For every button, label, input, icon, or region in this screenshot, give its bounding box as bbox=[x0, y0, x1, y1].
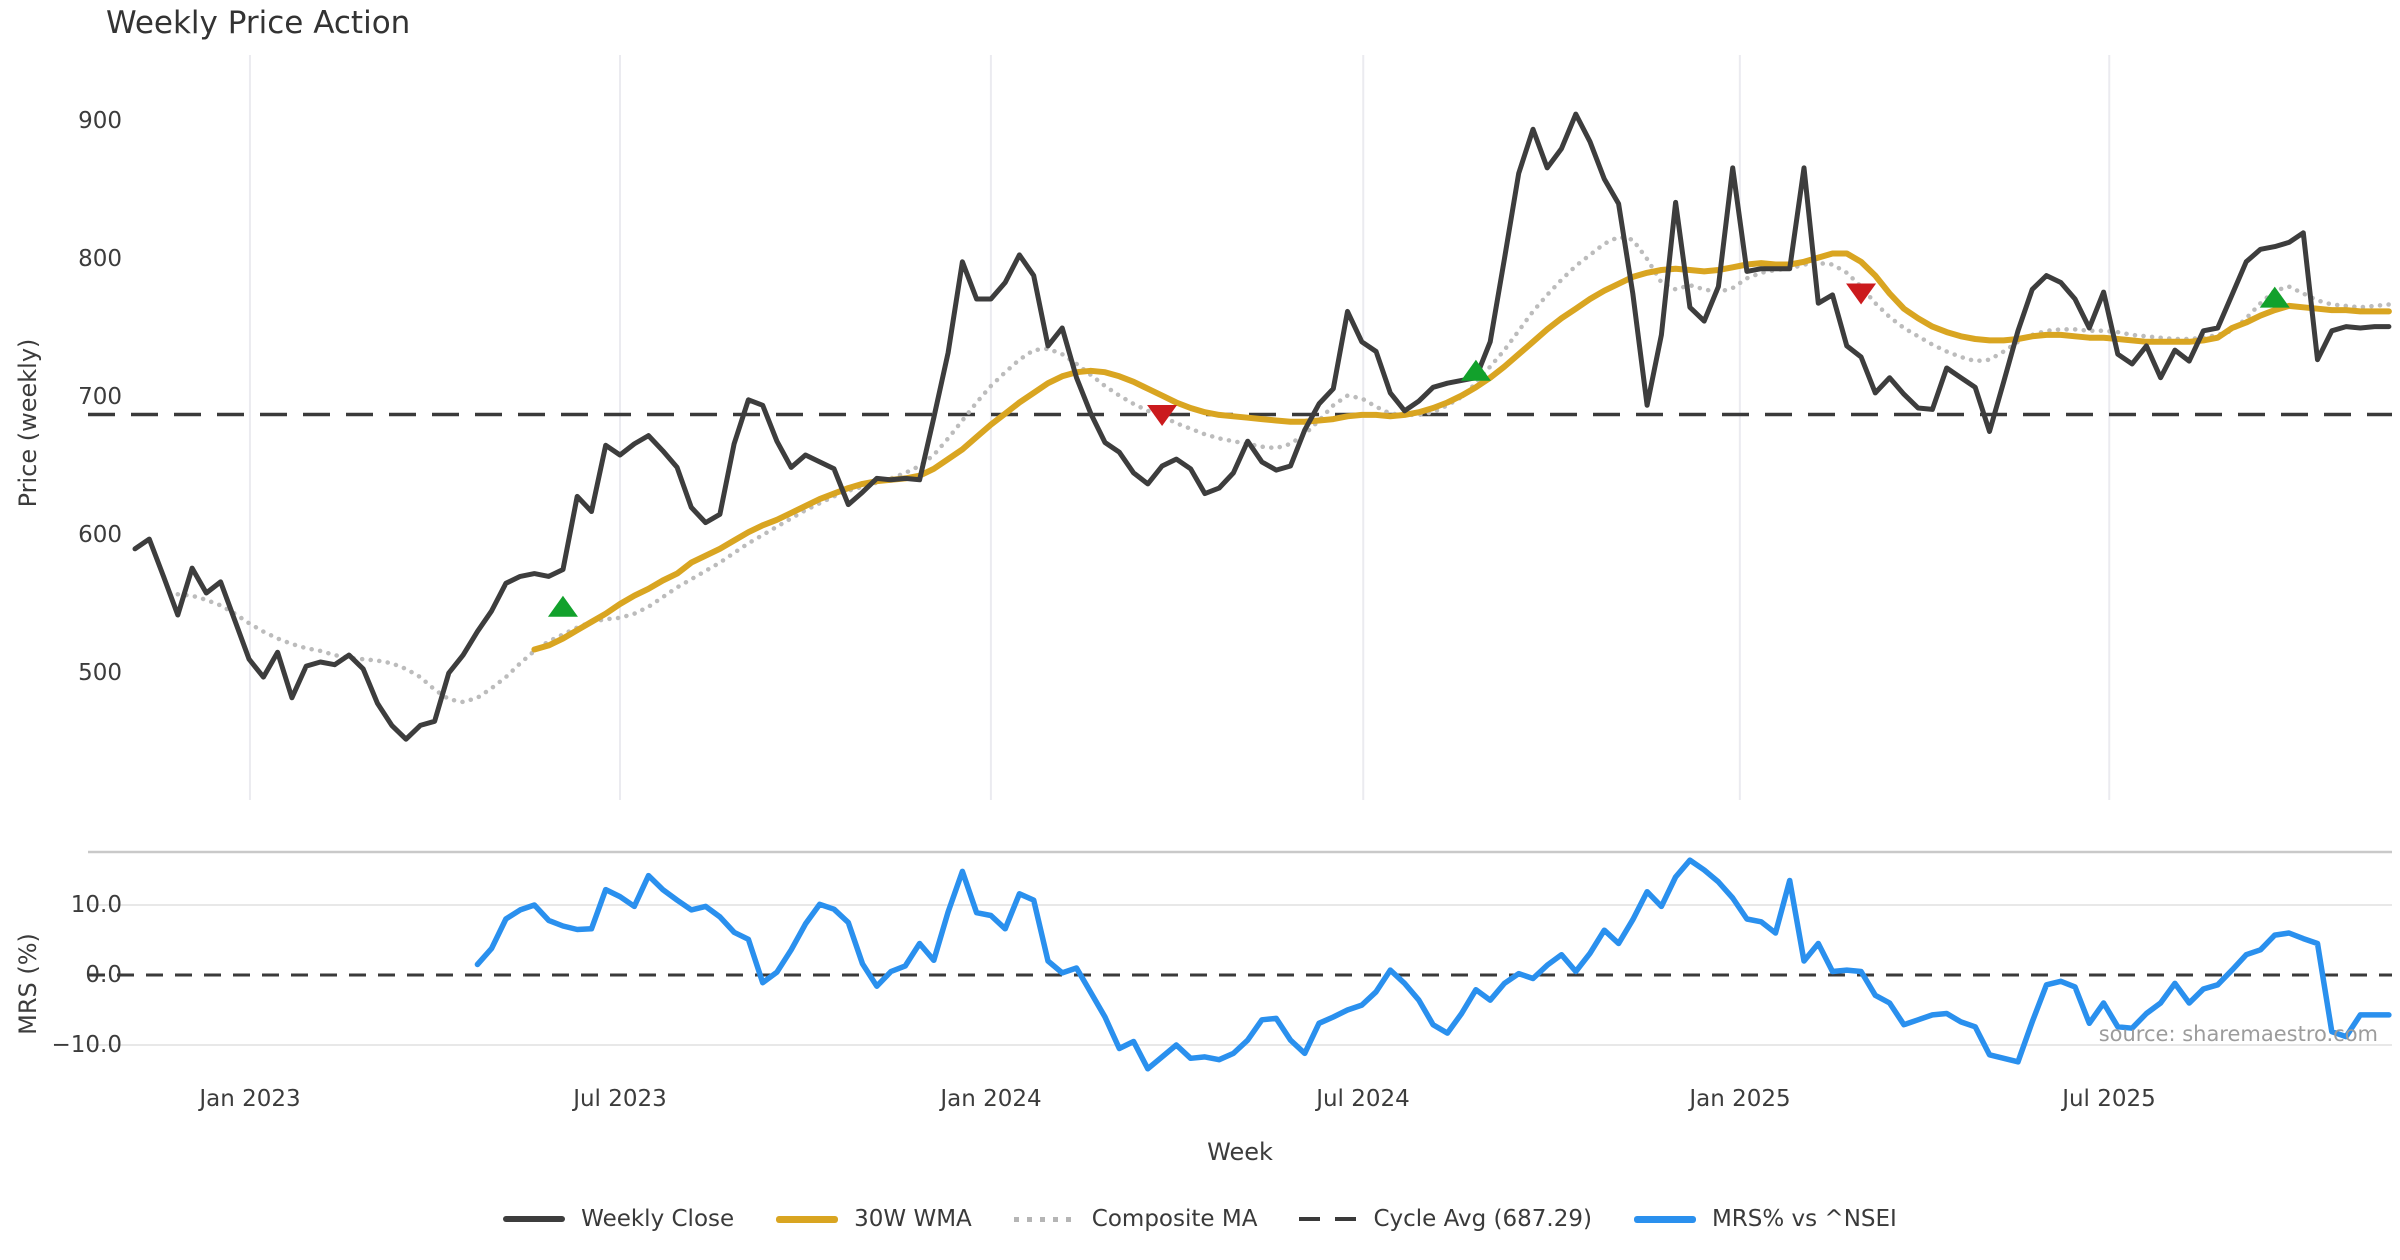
price-axis-label: Price (weekly) bbox=[14, 338, 42, 508]
x-tick-label: Jul 2025 bbox=[2062, 1086, 2156, 1112]
mrs-ytick-label: −10.0 bbox=[51, 1032, 122, 1058]
vertical-gridlines bbox=[248, 55, 2111, 800]
legend-label: Composite MA bbox=[1091, 1206, 1258, 1232]
mrs-gridlines bbox=[88, 850, 2392, 1046]
composite-ma-line bbox=[175, 234, 2392, 705]
x-tick-label: Jul 2024 bbox=[1316, 1086, 1410, 1112]
price-ytick-label: 700 bbox=[78, 384, 122, 410]
legend-label: MRS% vs ^NSEI bbox=[1711, 1206, 1897, 1232]
mrs-swatch-icon bbox=[1633, 1215, 1696, 1223]
buy-signal-icon bbox=[1460, 359, 1491, 381]
weekly-close-line bbox=[132, 111, 2392, 742]
x-tick-label: Jan 2025 bbox=[1689, 1086, 1791, 1112]
x-axis-label: Week bbox=[1207, 1138, 1273, 1166]
legend-label: 30W WMA bbox=[854, 1206, 972, 1232]
signal-markers bbox=[547, 283, 2290, 617]
series-lines bbox=[132, 111, 2392, 1072]
reference-lines bbox=[88, 412, 2392, 977]
chart-title: Weekly Price Action bbox=[106, 5, 411, 41]
mrs-axis-label: MRS (%) bbox=[14, 933, 42, 1035]
weekly-close-swatch-icon bbox=[503, 1216, 566, 1222]
x-tick-label: Jul 2023 bbox=[573, 1086, 667, 1112]
legend-label: Weekly Close bbox=[581, 1206, 735, 1232]
price-ytick-label: 600 bbox=[78, 522, 122, 548]
mrs-ytick-label: 10.0 bbox=[70, 892, 122, 918]
price-ytick-label: 900 bbox=[78, 108, 122, 134]
legend: Weekly Close 30W WMA Composite MA Cycle … bbox=[0, 1206, 2400, 1232]
legend-item-30w-wma: 30W WMA bbox=[776, 1206, 972, 1232]
sell-signal-icon bbox=[1147, 404, 1178, 426]
legend-item-composite-ma: Composite MA bbox=[1013, 1206, 1258, 1232]
wma-swatch-icon bbox=[776, 1215, 839, 1223]
legend-item-mrs: MRS% vs ^NSEI bbox=[1633, 1206, 1897, 1232]
price-ytick-label: 800 bbox=[78, 246, 122, 272]
buy-signal-icon bbox=[2259, 286, 2290, 308]
cycle-avg-swatch-icon bbox=[1299, 1217, 1358, 1221]
legend-item-weekly-close: Weekly Close bbox=[503, 1206, 734, 1232]
sell-signal-icon bbox=[1846, 283, 1877, 305]
legend-label: Cycle Avg (687.29) bbox=[1373, 1206, 1592, 1232]
legend-item-cycle-avg: Cycle Avg (687.29) bbox=[1299, 1206, 1592, 1232]
buy-signal-icon bbox=[547, 595, 578, 617]
mrs-ytick-label: 0.0 bbox=[85, 962, 122, 988]
x-tick-label: Jan 2023 bbox=[199, 1086, 301, 1112]
source-watermark: source: sharemaestro.com bbox=[2098, 1022, 2378, 1046]
composite-ma-swatch-icon bbox=[1013, 1216, 1076, 1222]
price-ytick-label: 500 bbox=[78, 660, 122, 686]
x-tick-label: Jan 2024 bbox=[940, 1086, 1042, 1112]
mrs-line bbox=[474, 857, 2392, 1072]
